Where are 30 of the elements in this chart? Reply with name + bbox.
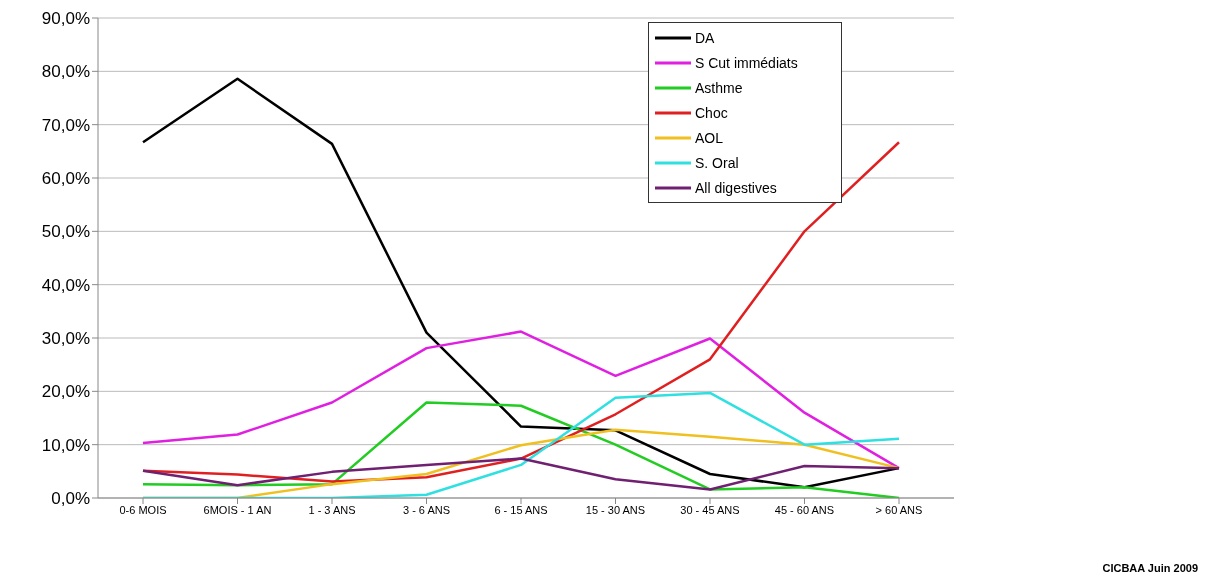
y-tick-label: 20,0% <box>41 382 90 402</box>
x-tick-label: 45 - 60 ANS <box>774 503 835 516</box>
legend-label: S. Oral <box>695 153 739 172</box>
x-tick-label: 0-6 MOIS <box>119 503 167 516</box>
line-series <box>141 330 901 470</box>
x-tick-label: 15 - 30 ANS <box>585 503 646 516</box>
y-tick-label: 40,0% <box>41 275 90 295</box>
line-series <box>141 457 901 491</box>
legend-label: All digestives <box>695 178 777 197</box>
x-tick-label: 6 - 15 ANS <box>494 503 548 516</box>
y-tick-label: 30,0% <box>41 329 90 349</box>
legend-label: DA <box>695 28 715 47</box>
legend-label: AOL <box>695 128 724 147</box>
y-tick-label: 0,0% <box>51 489 90 509</box>
legend-label: S Cut immédiats <box>695 53 798 72</box>
line-series <box>141 77 901 489</box>
y-tick-label: 60,0% <box>41 169 90 189</box>
text: CICBAA Juin 2009 <box>1102 562 1198 574</box>
legend-label: Choc <box>695 103 728 122</box>
y-tick-label: 50,0% <box>41 222 90 242</box>
y-tick-label: 80,0% <box>41 62 90 82</box>
x-tick-label: > 60 ANS <box>875 503 923 516</box>
legend-label: Asthme <box>695 78 743 97</box>
y-tick-label: 90,0% <box>41 9 90 29</box>
y-tick-label: 70,0% <box>41 115 90 135</box>
x-tick-label: 30 - 45 ANS <box>680 503 740 516</box>
y-tick-label: 10,0% <box>41 435 90 455</box>
x-tick-label: 6MOIS - 1 AN <box>203 503 272 516</box>
x-tick-label: 1 - 3 ANS <box>308 503 356 516</box>
x-tick-label: 3 - 6 ANS <box>402 503 451 516</box>
